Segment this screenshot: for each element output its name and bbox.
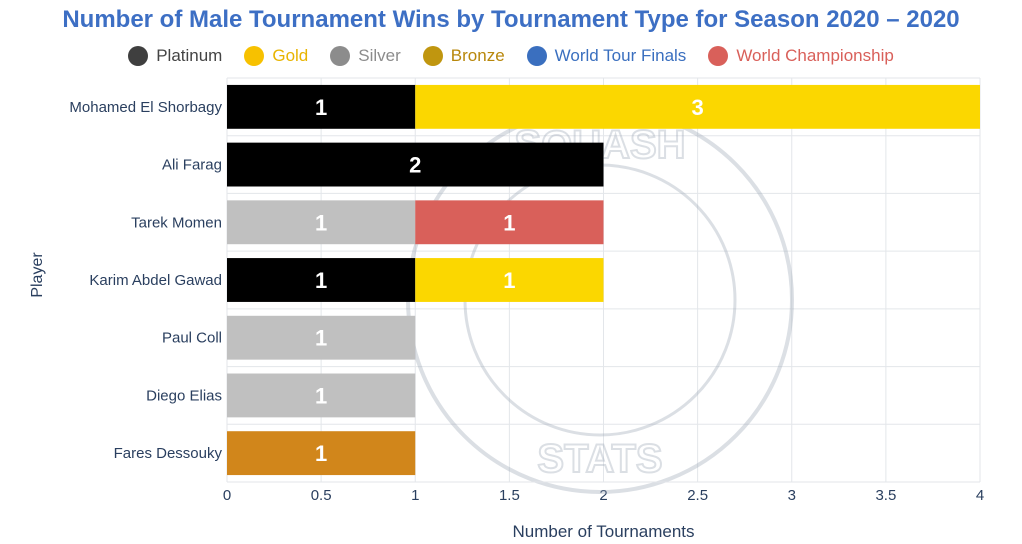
bar-value-label: 1 bbox=[315, 210, 327, 235]
y-tick-label: Mohamed El Shorbagy bbox=[69, 99, 222, 116]
y-tick-label: Fares Dessouky bbox=[114, 445, 223, 462]
bar bbox=[227, 142, 604, 187]
legend-item[interactable]: World Championship bbox=[708, 46, 894, 66]
x-tick-label: 0.5 bbox=[311, 487, 332, 504]
legend-label: World Championship bbox=[736, 46, 894, 65]
legend-swatch bbox=[330, 46, 351, 66]
y-axis-title: Player bbox=[29, 252, 46, 298]
x-tick-label: 0 bbox=[223, 487, 231, 504]
bar-value-label: 1 bbox=[315, 95, 327, 120]
bar bbox=[227, 373, 416, 418]
x-tick-label: 4 bbox=[976, 487, 984, 504]
legend-item[interactable]: Silver bbox=[330, 46, 401, 66]
y-tick-label: Ali Farag bbox=[162, 157, 222, 174]
x-tick-label: 2.5 bbox=[687, 487, 708, 504]
x-tick-label: 2 bbox=[599, 487, 607, 504]
y-tick-label: Diego Elias bbox=[146, 387, 222, 404]
bar bbox=[227, 315, 416, 360]
y-tick-label: Karim Abdel Gawad bbox=[89, 272, 222, 289]
legend-item[interactable]: Gold bbox=[244, 46, 308, 66]
legend-item[interactable]: Bronze bbox=[422, 46, 505, 66]
bar bbox=[227, 258, 416, 302]
bar-value-label: 1 bbox=[503, 210, 515, 235]
bar bbox=[227, 84, 416, 129]
chart-title: Number of Male Tournament Wins by Tourna… bbox=[62, 6, 960, 33]
bar-value-label: 1 bbox=[315, 441, 327, 466]
x-axis-title: Number of Tournaments bbox=[512, 522, 695, 541]
legend-label: Platinum bbox=[156, 46, 223, 65]
bar bbox=[415, 200, 604, 245]
bar-value-label: 1 bbox=[503, 268, 515, 293]
legend-label: Bronze bbox=[450, 46, 505, 65]
x-tick-label: 3.5 bbox=[875, 487, 896, 504]
bar-value-label: 3 bbox=[692, 95, 704, 120]
x-tick-label: 1 bbox=[411, 487, 419, 504]
chart-legend: Platinum Gold Silver Bronze World Tour Final… bbox=[0, 46, 1022, 66]
watermark-bottom-text: STATS bbox=[537, 437, 662, 481]
x-tick-label: 3 bbox=[788, 487, 796, 504]
legend-label: World Tour Finals bbox=[554, 46, 687, 65]
legend-swatch bbox=[422, 46, 443, 66]
bar bbox=[415, 84, 980, 129]
y-tick-label: Tarek Momen bbox=[131, 214, 222, 231]
bar bbox=[415, 258, 604, 302]
legend-swatch bbox=[244, 46, 265, 66]
legend-item[interactable]: World Tour Finals bbox=[526, 46, 687, 66]
legend-item[interactable]: Platinum bbox=[128, 46, 222, 66]
bar bbox=[227, 431, 416, 476]
bar bbox=[227, 200, 416, 245]
y-tick-label: Paul Coll bbox=[162, 330, 222, 347]
bar-value-label: 1 bbox=[315, 326, 327, 351]
bar-value-label: 2 bbox=[409, 153, 421, 178]
legend-swatch bbox=[128, 46, 149, 66]
legend-label: Gold bbox=[272, 46, 309, 65]
legend-label: Silver bbox=[358, 46, 401, 65]
legend-swatch bbox=[526, 46, 547, 66]
x-tick-label: 1.5 bbox=[499, 487, 520, 504]
bar-value-label: 1 bbox=[315, 268, 327, 293]
bar-value-label: 1 bbox=[315, 383, 327, 408]
legend-swatch bbox=[708, 46, 729, 66]
